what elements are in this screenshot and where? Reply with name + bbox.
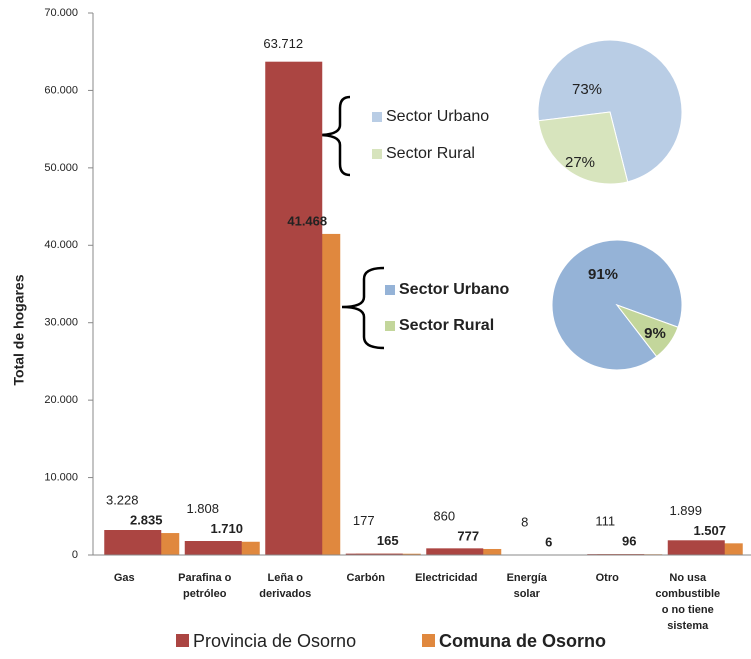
legend-swatch	[385, 285, 395, 295]
data-label: 1.899	[669, 503, 702, 518]
x-tick-label: Parafina o	[178, 572, 231, 584]
y-axis-label: Total de hogares	[11, 274, 27, 385]
bar	[668, 540, 725, 555]
y-tick-label: 70.000	[44, 7, 78, 19]
y-tick-label: 20.000	[44, 394, 78, 406]
legend-label: Provincia de Osorno	[193, 631, 356, 651]
legend-label: Sector Rural	[386, 145, 475, 162]
data-label: 165	[377, 533, 399, 548]
x-tick-label: Energía	[507, 572, 548, 584]
data-label: 2.835	[130, 512, 163, 527]
y-tick-label: 40.000	[44, 239, 78, 251]
x-tick-label: Electricidad	[415, 572, 477, 584]
pie-label: 27%	[565, 154, 595, 171]
brace	[342, 268, 384, 348]
data-label: 3.228	[106, 492, 139, 507]
pie-label: 91%	[588, 266, 618, 283]
data-label: 1.808	[186, 501, 219, 516]
bar	[104, 530, 161, 555]
data-label: 1.507	[693, 523, 726, 538]
legend-label: Sector Rural	[399, 317, 494, 334]
y-tick-label: 60.000	[44, 84, 78, 96]
x-tick-label: Gas	[114, 572, 135, 584]
x-tick-label: No usa	[669, 572, 707, 584]
legend-label: Sector Urbano	[399, 281, 509, 298]
data-label: 41.468	[287, 213, 327, 228]
data-label: 177	[353, 513, 375, 528]
bar	[426, 548, 483, 555]
y-tick-label: 30.000	[44, 317, 78, 329]
bar	[265, 62, 322, 555]
x-tick-label: solar	[514, 588, 541, 600]
legend-label: Comuna de Osorno	[439, 631, 606, 651]
data-label: 63.712	[263, 36, 303, 51]
bar	[185, 541, 242, 555]
x-tick-label: Carbón	[347, 572, 386, 584]
x-tick-label: Leña o	[268, 572, 304, 584]
x-tick-label: derivados	[259, 588, 311, 600]
data-label: 6	[545, 534, 552, 549]
x-tick-label: Otro	[596, 572, 620, 584]
y-tick-label: 0	[72, 549, 78, 561]
x-tick-label: combustible	[655, 588, 720, 600]
data-label: 8	[521, 514, 528, 529]
x-tick-label: petróleo	[183, 588, 227, 600]
legend-swatch	[372, 112, 382, 122]
legend-swatch	[372, 149, 382, 159]
pie-label: 9%	[644, 325, 666, 342]
legend-swatch	[385, 321, 395, 331]
y-tick-label: 10.000	[44, 471, 78, 483]
data-label: 1.710	[210, 521, 243, 536]
x-tick-label: o no tiene	[662, 604, 714, 616]
legend-swatch	[422, 634, 435, 647]
brace	[318, 97, 350, 175]
data-label: 777	[457, 528, 479, 543]
data-label: 111	[595, 514, 615, 529]
y-tick-label: 50.000	[44, 162, 78, 174]
legend-label: Sector Urbano	[386, 108, 489, 125]
data-label: 96	[622, 534, 636, 549]
x-tick-label: sistema	[667, 620, 709, 632]
data-label: 860	[433, 508, 455, 523]
pie-label: 73%	[572, 81, 602, 98]
legend-swatch	[176, 634, 189, 647]
